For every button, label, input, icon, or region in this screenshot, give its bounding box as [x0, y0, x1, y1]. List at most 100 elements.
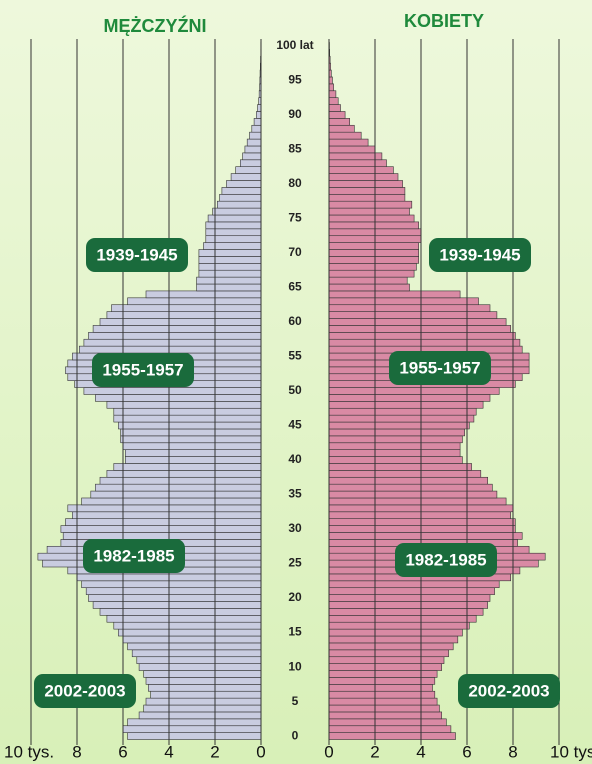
male-bar: [253, 118, 262, 126]
male-bar: [62, 532, 262, 540]
y-tick-label: 45: [288, 418, 302, 432]
male-bar: [205, 235, 262, 243]
male-bar: [145, 697, 262, 706]
x-tick-label: 4: [164, 742, 173, 761]
male-bar: [90, 490, 262, 499]
male-bar: [198, 256, 262, 264]
female-bar: [328, 470, 482, 478]
male-bar: [79, 345, 262, 354]
female-bar: [328, 159, 387, 167]
male-bar: [99, 476, 262, 485]
y-tick-label: 100 lat: [276, 38, 313, 52]
female-bar: [328, 601, 488, 609]
annotation-badge: [86, 238, 188, 272]
male-bar: [257, 104, 262, 112]
female-bar: [328, 152, 383, 161]
annotation-badge: [429, 238, 531, 272]
male-bar: [230, 173, 262, 181]
female-bar: [328, 725, 452, 733]
male-bar: [207, 214, 262, 223]
female-bar: [328, 476, 488, 485]
male-bar: [83, 338, 262, 347]
annotation-badge: [83, 539, 185, 573]
female-bar: [328, 180, 403, 188]
male-bar: [81, 580, 262, 589]
male-bar: [113, 621, 262, 630]
female-title: KOBIETY: [404, 11, 484, 31]
male-bar: [113, 407, 262, 416]
female-bar: [328, 615, 477, 623]
male-bar: [198, 249, 262, 257]
female-bar: [328, 463, 472, 471]
y-tick-label: 20: [288, 590, 302, 604]
female-bar: [328, 587, 495, 595]
male-bar: [136, 656, 262, 664]
female-bar: [328, 677, 436, 685]
annotation-badge: [389, 351, 491, 385]
female-bar: [328, 325, 511, 333]
male-bar: [221, 187, 262, 195]
female-bar: [328, 483, 493, 492]
female-bar: [328, 511, 511, 519]
female-bar: [328, 338, 521, 347]
y-tick-label: 65: [288, 280, 302, 294]
female-bar: [328, 187, 406, 195]
female-bar: [328, 656, 445, 664]
male-bar: [95, 394, 262, 402]
female-bar: [328, 90, 337, 98]
female-bar: [328, 214, 415, 223]
male-bar: [145, 290, 262, 299]
female-bar: [328, 407, 477, 416]
female-bar: [328, 283, 410, 292]
male-bar: [219, 193, 262, 202]
female-bar: [328, 635, 459, 644]
y-tick-label: 50: [288, 383, 302, 397]
female-bar: [328, 173, 399, 181]
x-tick-label: 2: [370, 742, 379, 761]
female-bar: [328, 118, 351, 126]
female-bar: [328, 525, 516, 533]
male-bar: [205, 221, 262, 230]
male-bar: [198, 269, 262, 278]
female-bar: [328, 456, 463, 464]
male-bar: [127, 732, 262, 740]
y-tick-label: 90: [288, 107, 302, 121]
male-bar: [118, 421, 262, 430]
x-tick-label: 10 tys.: [550, 742, 592, 761]
y-tick-label: 30: [288, 521, 302, 535]
annotation-badge: [458, 674, 560, 708]
female-bar: [328, 111, 346, 119]
x-tick-label: 8: [508, 742, 517, 761]
male-bar: [92, 601, 262, 609]
male-bar: [143, 704, 262, 713]
female-bar: [328, 401, 484, 409]
male-bar: [106, 615, 262, 623]
male-bar: [127, 297, 262, 306]
male-bar: [212, 207, 262, 216]
female-bar: [328, 690, 436, 699]
female-bar: [328, 290, 461, 299]
female-bar: [328, 497, 507, 506]
male-bar: [120, 435, 262, 444]
male-bar: [240, 159, 262, 167]
male-bar: [127, 718, 262, 727]
y-tick-label: 55: [288, 349, 302, 363]
y-tick-label: 85: [288, 142, 302, 156]
male-bar: [196, 283, 262, 292]
male-bar: [106, 401, 262, 409]
x-tick-label: 6: [118, 742, 127, 761]
female-bar: [328, 263, 417, 271]
female-bar: [328, 414, 475, 423]
female-bar: [328, 435, 463, 444]
female-bar: [328, 421, 470, 430]
y-tick-label: 35: [288, 487, 302, 501]
female-bar: [328, 276, 408, 285]
male-bar: [196, 276, 262, 285]
female-bar: [328, 104, 341, 112]
female-bar: [328, 249, 419, 257]
male-bar: [246, 138, 262, 147]
male-bar: [113, 414, 262, 423]
female-bar: [328, 704, 440, 713]
annotation: 1982-1985: [93, 546, 174, 565]
male-bar: [122, 635, 262, 644]
